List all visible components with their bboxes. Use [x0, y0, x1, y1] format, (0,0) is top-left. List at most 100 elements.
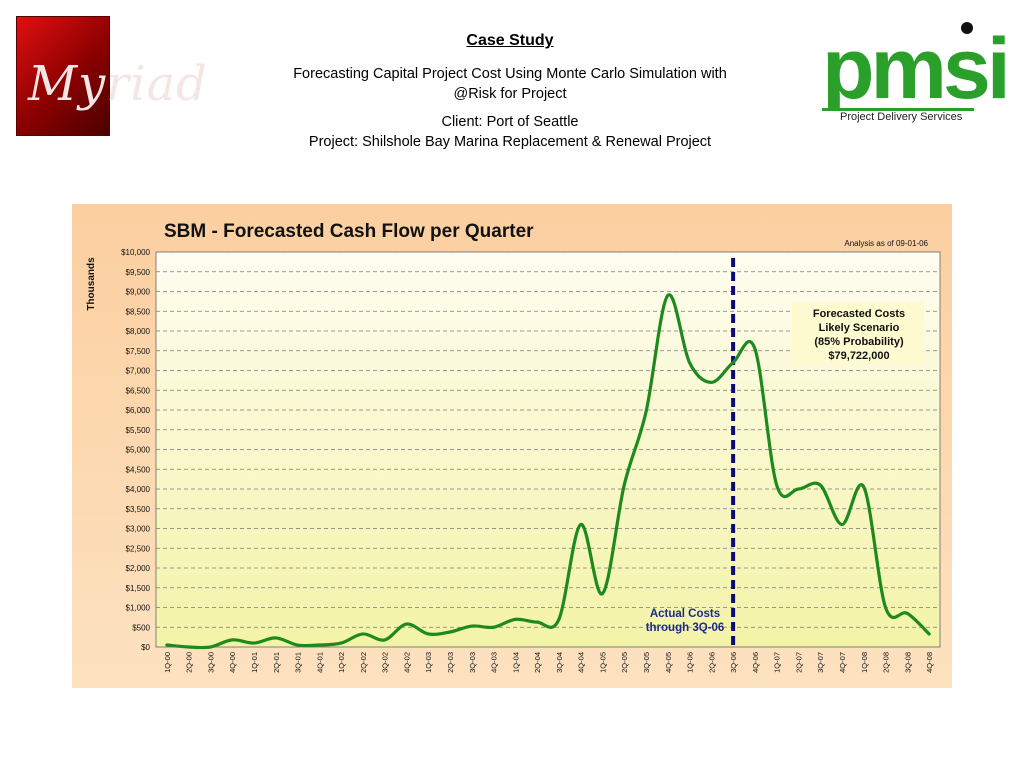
x-tick-label: 4Q-02 — [402, 652, 411, 673]
x-tick-label: 2Q-00 — [185, 652, 194, 673]
y-tick-label: $1,500 — [126, 584, 151, 593]
data-point — [775, 483, 778, 487]
x-tick-label: 2Q-04 — [533, 652, 542, 673]
x-tick-label: 3Q-02 — [381, 652, 390, 673]
subtitle-line-2: @Risk for Project — [453, 86, 567, 102]
data-point — [623, 483, 626, 487]
x-tick-label: 3Q-06 — [729, 652, 738, 673]
pmsi-logo-dot — [961, 22, 973, 34]
y-tick-label: $3,500 — [126, 505, 151, 514]
x-tick-label: 2Q-03 — [446, 652, 455, 673]
data-point — [535, 620, 539, 624]
data-point — [644, 410, 648, 414]
x-tick-label: 3Q-03 — [468, 652, 477, 673]
forecast-total: $79,722,000 — [828, 350, 889, 362]
y-tick-label: $5,500 — [126, 426, 151, 435]
data-point — [252, 641, 256, 645]
data-point — [339, 641, 343, 645]
x-tick-label: 2Q-06 — [707, 652, 716, 673]
y-tick-label: $5,000 — [126, 446, 151, 455]
data-point — [819, 483, 822, 487]
y-tick-label: $9,000 — [126, 288, 151, 297]
y-tick-label: $4,500 — [126, 465, 151, 474]
data-point — [688, 361, 691, 364]
data-points — [165, 294, 931, 649]
data-point — [884, 606, 887, 609]
data-point — [296, 643, 299, 647]
series-line-cash-flow — [165, 293, 931, 650]
data-point — [731, 361, 735, 364]
data-point — [927, 632, 931, 636]
x-tick-label: 1Q-06 — [686, 652, 695, 673]
x-tick-label: 2Q-02 — [359, 652, 368, 673]
x-tick-label: 4Q-07 — [838, 652, 847, 673]
y-tick-label: $0 — [141, 643, 150, 652]
data-point — [753, 347, 757, 350]
project-line: Project: Shilshole Bay Marina Replacemen… — [308, 134, 712, 150]
x-tick-label: 1Q-00 — [163, 652, 172, 673]
y-tick-label: $1,000 — [126, 604, 151, 613]
data-point — [209, 645, 212, 649]
x-tick-label: 1Q-04 — [511, 652, 520, 673]
x-tick-label: 1Q-01 — [250, 652, 259, 673]
data-point — [514, 618, 517, 621]
y-tick-label: $7,500 — [126, 347, 151, 356]
data-point — [906, 612, 909, 615]
y-tick-label: $3,000 — [126, 525, 151, 534]
forecast-probability: (85% Probability) — [814, 336, 904, 348]
x-tick-label: 4Q-01 — [315, 652, 324, 673]
data-point — [165, 643, 169, 647]
x-tick-label: 1Q-07 — [773, 652, 782, 673]
myriad-logo — [16, 16, 110, 136]
x-tick-label: 2Q-07 — [794, 652, 803, 673]
y-tick-label: $9,500 — [126, 268, 151, 277]
data-point — [470, 624, 473, 628]
myriad-logo-text: Myriad — [28, 56, 208, 112]
actual-costs-label: Actual Costs — [650, 608, 720, 620]
actual-costs-annotation: Actual Costs through 3Q-06 — [646, 608, 725, 634]
data-point — [361, 632, 365, 636]
data-point — [383, 638, 386, 642]
myriad-logo-text-value: Myriad — [28, 56, 208, 112]
x-tick-label: 1Q-05 — [598, 652, 607, 673]
data-point — [710, 381, 713, 384]
pmsi-logo-bar — [822, 108, 974, 131]
pmsi-logo: pmsi Project Delivery Services — [822, 20, 1011, 132]
x-tick-label: 4Q-05 — [664, 652, 673, 673]
x-tick-label: 3Q-08 — [903, 652, 912, 673]
client-line: Client: Port of Seattle — [441, 114, 579, 130]
data-point — [862, 485, 865, 489]
y-tick-label: $2,500 — [126, 544, 151, 553]
y-tick-label: $10,000 — [121, 248, 150, 257]
y-tick-label: $4,000 — [126, 485, 151, 494]
x-tick-label: 3Q-00 — [206, 652, 215, 673]
y-tick-label: $500 — [132, 623, 150, 632]
x-tick-label: 4Q-03 — [490, 652, 499, 673]
data-point — [601, 592, 604, 595]
data-point — [579, 523, 582, 526]
x-axis-ticks: 1Q-00 2Q-00 3Q-00 4Q-00 1Q-01 2Q-01 3Q-01 4Q-01… — [163, 652, 934, 673]
pmsi-logo-word: pmsi — [822, 21, 1011, 117]
data-point — [405, 622, 408, 626]
forecast-scenario: Likely Scenario — [819, 322, 900, 334]
data-point — [274, 636, 277, 640]
x-tick-label: 3Q-01 — [294, 652, 303, 673]
x-tick-label: 4Q-08 — [925, 652, 934, 673]
x-tick-label: 4Q-04 — [577, 652, 586, 673]
data-point — [187, 645, 190, 649]
data-point — [557, 618, 561, 621]
forecast-label: Forecasted Costs — [813, 308, 905, 320]
x-tick-label: 1Q-02 — [337, 652, 346, 673]
forecast-annotation: Forecasted Costs Likely Scenario (85% Pr… — [792, 302, 924, 364]
x-tick-label: 1Q-03 — [424, 652, 433, 673]
y-tick-label: $2,000 — [126, 564, 151, 573]
x-tick-label: 3Q-04 — [555, 652, 564, 673]
x-tick-label: 3Q-07 — [816, 652, 825, 673]
subtitle-line-1: Forecasting Capital Project Cost Using M… — [293, 66, 727, 82]
y-axis-ticks: $0 $500 $1,000 $1,500 $2,000 $2,500 $3,000 $3,5… — [121, 248, 150, 652]
x-tick-label: 2Q-08 — [882, 652, 891, 673]
cash-flow-chart: SBM - Forecasted Cash Flow per Quarter A… — [86, 221, 941, 673]
y-tick-label: $6,000 — [126, 406, 151, 415]
pmsi-logo-subtext: Project Delivery Services — [840, 111, 963, 123]
data-point — [666, 294, 669, 297]
